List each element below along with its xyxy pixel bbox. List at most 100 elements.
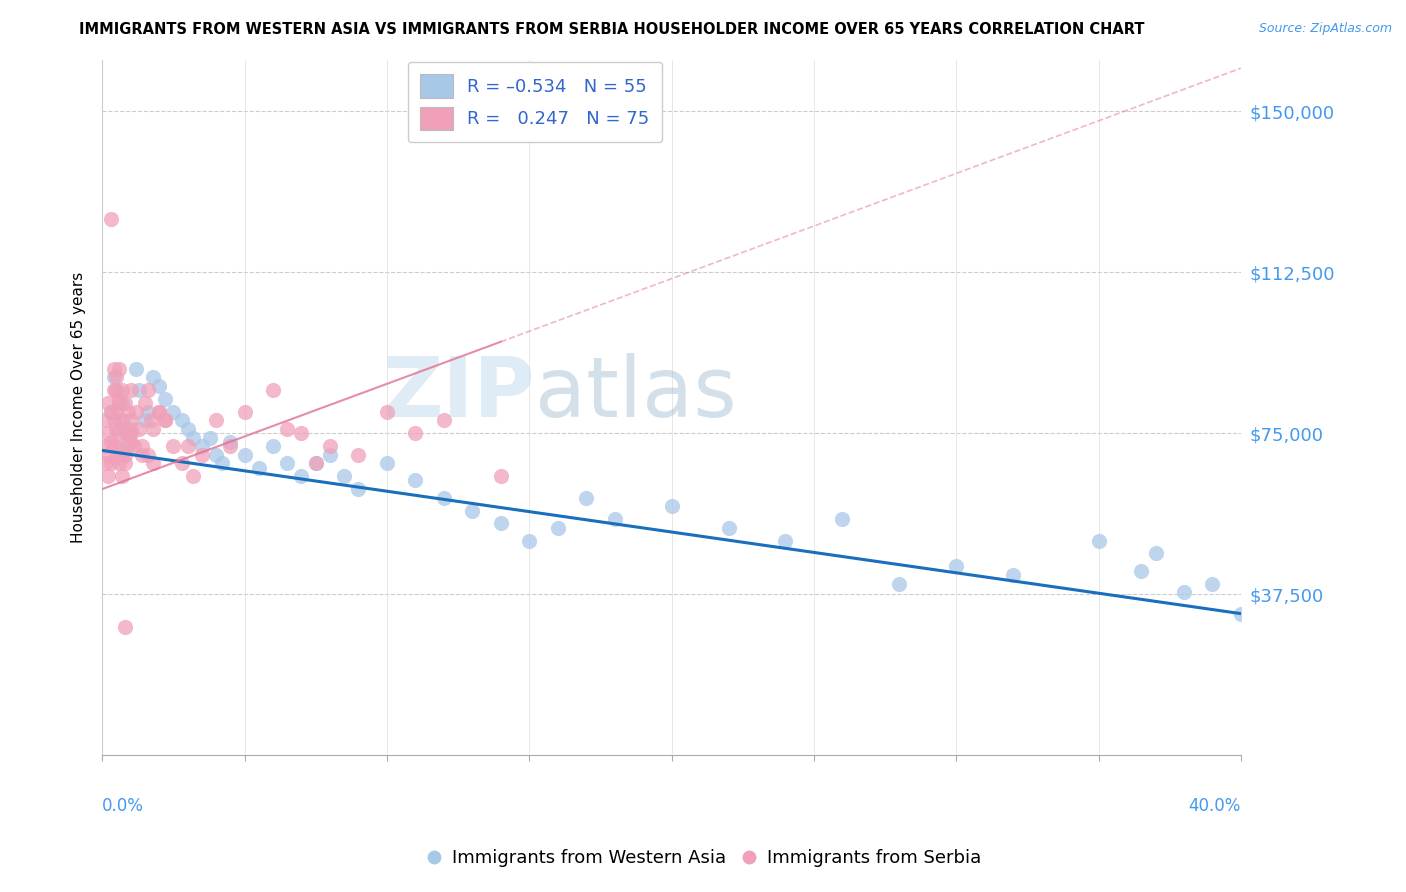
Point (128, 384, 150, 398)
Point (1173, 585, 1195, 599)
Point (181, 469, 204, 483)
Point (375, 456, 398, 470)
Point (176, 422, 198, 436)
Point (105, 384, 128, 398)
Point (290, 469, 312, 483)
Point (375, 405, 398, 419)
Point (97, 448, 120, 462)
Point (347, 448, 370, 462)
Point (111, 396, 134, 410)
Point (94, 439, 117, 453)
Point (111, 469, 134, 483)
Point (433, 491, 456, 505)
Point (136, 448, 159, 462)
Point (108, 361, 131, 376)
Point (111, 384, 134, 398)
Point (134, 413, 156, 427)
Point (105, 439, 128, 453)
Point (108, 426, 131, 441)
Point (945, 559, 967, 574)
Point (170, 413, 193, 427)
Point (162, 439, 184, 453)
Point (100, 434, 122, 449)
Point (105, 448, 128, 462)
Point (100, 211, 122, 226)
Point (97, 469, 120, 483)
Point (122, 439, 145, 453)
Point (103, 370, 125, 384)
Point (148, 405, 170, 419)
Point (142, 370, 165, 384)
Point (276, 422, 298, 436)
Point (105, 384, 128, 398)
Point (120, 434, 142, 449)
Point (205, 448, 228, 462)
Point (333, 469, 356, 483)
Legend: Immigrants from Western Asia, Immigrants from Serbia: Immigrants from Western Asia, Immigrants… (418, 842, 988, 874)
Point (94, 413, 117, 427)
Point (319, 439, 342, 453)
Point (191, 448, 214, 462)
Point (100, 405, 122, 419)
Point (103, 413, 125, 427)
Point (305, 456, 328, 470)
Point (114, 456, 136, 470)
Y-axis label: Householder Income Over 65 years: Householder Income Over 65 years (72, 272, 86, 543)
Point (889, 576, 911, 591)
Text: IMMIGRANTS FROM WESTERN ASIA VS IMMIGRANTS FROM SERBIA HOUSEHOLDER INCOME OVER 6: IMMIGRANTS FROM WESTERN ASIA VS IMMIGRAN… (79, 22, 1144, 37)
Point (717, 521, 740, 535)
Point (1230, 607, 1253, 621)
Point (219, 439, 242, 453)
Point (142, 456, 165, 470)
Point (120, 384, 142, 398)
Point (128, 422, 150, 436)
Point (114, 426, 136, 441)
Point (120, 422, 142, 436)
Point (489, 469, 512, 483)
Point (233, 405, 256, 419)
Point (153, 413, 176, 427)
Point (108, 392, 131, 406)
Point (162, 405, 184, 419)
Point (117, 439, 139, 453)
Point (211, 456, 233, 470)
Point (142, 422, 165, 436)
Point (170, 456, 193, 470)
Point (103, 361, 125, 376)
Point (1201, 576, 1223, 591)
Point (262, 439, 284, 453)
Point (547, 521, 569, 535)
Text: 0.0%: 0.0% (103, 797, 143, 815)
Text: 40.0%: 40.0% (1188, 797, 1241, 815)
Point (489, 516, 512, 531)
Point (205, 413, 228, 427)
Point (247, 460, 270, 475)
Point (131, 439, 153, 453)
Point (575, 491, 598, 505)
Point (111, 448, 134, 462)
Point (176, 439, 198, 453)
Point (94, 456, 117, 470)
Point (461, 503, 484, 517)
Point (105, 405, 128, 419)
Point (103, 384, 125, 398)
Point (103, 439, 125, 453)
Point (100, 456, 122, 470)
Point (181, 431, 204, 445)
Point (108, 456, 131, 470)
Point (262, 384, 284, 398)
Text: atlas: atlas (534, 353, 737, 434)
Point (131, 448, 153, 462)
Point (114, 396, 136, 410)
Point (1087, 533, 1109, 548)
Point (517, 533, 540, 548)
Point (105, 422, 128, 436)
Point (1002, 568, 1025, 582)
Point (120, 426, 142, 441)
Point (290, 426, 312, 441)
Point (233, 448, 256, 462)
Point (139, 413, 162, 427)
Point (319, 448, 342, 462)
Point (148, 379, 170, 393)
Point (775, 533, 797, 548)
